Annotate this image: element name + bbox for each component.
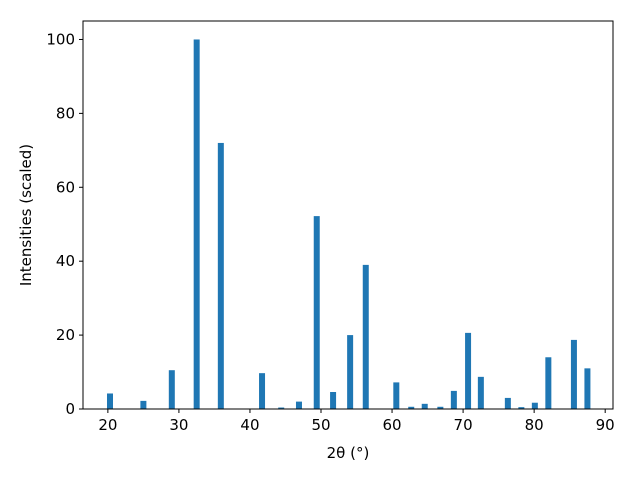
x-tick-label: 40 [240, 416, 259, 434]
bar [193, 39, 200, 409]
bar [531, 402, 538, 409]
bar [362, 264, 369, 409]
bar [313, 216, 320, 409]
bar [408, 406, 415, 409]
x-tick-label: 60 [383, 416, 402, 434]
y-tick-label: 40 [56, 252, 75, 270]
bar [584, 368, 591, 409]
y-tick-label: 20 [56, 326, 75, 344]
x-tick-label: 50 [311, 416, 330, 434]
x-tick-label: 80 [525, 416, 544, 434]
y-tick-label: 60 [56, 178, 75, 196]
y-tick-label: 80 [56, 104, 75, 122]
bar [330, 392, 337, 409]
bar [545, 357, 552, 409]
bar [570, 339, 577, 409]
y-axis-label: Intensities (scaled) [17, 144, 35, 286]
x-tick-label: 30 [169, 416, 188, 434]
y-tick-label: 0 [65, 400, 75, 418]
x-tick-label: 70 [454, 416, 473, 434]
bar [437, 406, 444, 409]
bar [140, 400, 147, 409]
x-axis-label: 2θ (°) [327, 444, 370, 462]
x-tick-label: 20 [98, 416, 117, 434]
bar [168, 370, 175, 409]
bar [106, 393, 113, 409]
bar [518, 407, 525, 409]
x-tick-label: 90 [596, 416, 615, 434]
bar [450, 390, 457, 409]
bar [393, 382, 400, 409]
bar [504, 397, 511, 409]
bar [278, 407, 285, 409]
plot-frame [82, 20, 614, 410]
bar [347, 335, 354, 409]
y-tick-label: 100 [46, 30, 75, 48]
bar [465, 332, 472, 409]
bar [477, 376, 484, 409]
bar [259, 373, 266, 409]
bar [421, 403, 428, 409]
bar [295, 401, 302, 409]
bar [217, 142, 224, 409]
